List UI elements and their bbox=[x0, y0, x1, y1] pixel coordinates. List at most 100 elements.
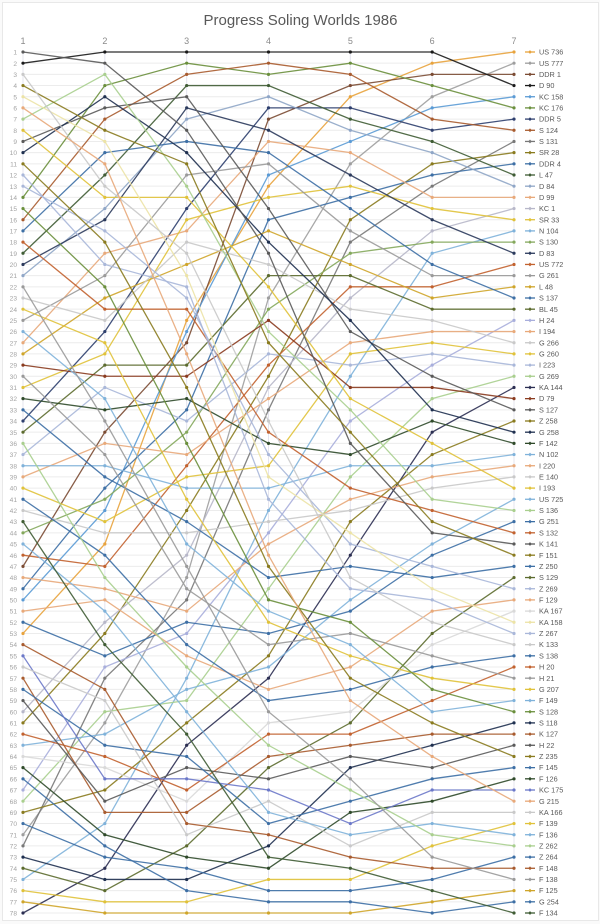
svg-text:S 128: S 128 bbox=[539, 707, 558, 716]
svg-text:48: 48 bbox=[9, 575, 17, 582]
svg-text:DDR 1: DDR 1 bbox=[539, 69, 561, 78]
svg-text:12: 12 bbox=[9, 172, 17, 179]
svg-text:60: 60 bbox=[9, 709, 17, 716]
svg-text:73: 73 bbox=[9, 854, 17, 861]
svg-text:37: 37 bbox=[9, 452, 17, 459]
svg-text:69: 69 bbox=[9, 809, 17, 816]
svg-text:I 194: I 194 bbox=[539, 327, 555, 336]
svg-text:S 131: S 131 bbox=[539, 137, 558, 146]
svg-text:30: 30 bbox=[9, 373, 17, 380]
svg-text:35: 35 bbox=[9, 429, 17, 436]
svg-text:N 104: N 104 bbox=[539, 226, 558, 235]
svg-text:51: 51 bbox=[9, 608, 17, 615]
svg-text:S 129: S 129 bbox=[539, 573, 558, 582]
svg-text:42: 42 bbox=[9, 508, 17, 515]
svg-text:F 151: F 151 bbox=[539, 550, 558, 559]
svg-text:G 251: G 251 bbox=[539, 517, 559, 526]
svg-text:Z 235: Z 235 bbox=[539, 752, 558, 761]
svg-text:72: 72 bbox=[9, 843, 17, 850]
svg-text:F 148: F 148 bbox=[539, 863, 558, 872]
svg-text:74: 74 bbox=[9, 865, 17, 872]
svg-text:G 258: G 258 bbox=[539, 427, 559, 436]
svg-text:KC 158: KC 158 bbox=[539, 92, 563, 101]
svg-text:66: 66 bbox=[9, 776, 17, 783]
svg-text:D 84: D 84 bbox=[539, 181, 554, 190]
svg-text:28: 28 bbox=[9, 351, 17, 358]
svg-text:54: 54 bbox=[9, 642, 17, 649]
svg-text:7: 7 bbox=[13, 116, 17, 123]
svg-text:5: 5 bbox=[13, 94, 17, 101]
svg-text:S 130: S 130 bbox=[539, 237, 558, 246]
svg-text:19: 19 bbox=[9, 250, 17, 257]
svg-text:4: 4 bbox=[265, 36, 270, 46]
svg-text:52: 52 bbox=[9, 619, 17, 626]
svg-text:DDR 4: DDR 4 bbox=[539, 159, 561, 168]
svg-text:15: 15 bbox=[9, 206, 17, 213]
svg-text:16: 16 bbox=[9, 217, 17, 224]
svg-text:78: 78 bbox=[9, 910, 17, 917]
svg-text:18: 18 bbox=[9, 239, 17, 246]
svg-text:L 47: L 47 bbox=[539, 170, 553, 179]
svg-text:49: 49 bbox=[9, 586, 17, 593]
svg-text:I 193: I 193 bbox=[539, 483, 555, 492]
svg-text:F 134: F 134 bbox=[539, 908, 558, 917]
svg-text:75: 75 bbox=[9, 877, 17, 884]
svg-text:33: 33 bbox=[9, 407, 17, 414]
svg-text:K 133: K 133 bbox=[539, 640, 558, 649]
svg-text:76: 76 bbox=[9, 888, 17, 895]
svg-text:Z 267: Z 267 bbox=[539, 629, 558, 638]
svg-text:H 21: H 21 bbox=[539, 673, 554, 682]
svg-text:US 772: US 772 bbox=[539, 260, 563, 269]
svg-text:S 132: S 132 bbox=[539, 528, 558, 537]
svg-text:3: 3 bbox=[13, 71, 17, 78]
svg-text:36: 36 bbox=[9, 440, 17, 447]
svg-text:34: 34 bbox=[9, 418, 17, 425]
svg-text:9: 9 bbox=[13, 139, 17, 146]
svg-text:BL 45: BL 45 bbox=[539, 304, 558, 313]
svg-text:45: 45 bbox=[9, 541, 17, 548]
svg-text:G 266: G 266 bbox=[539, 338, 559, 347]
svg-text:F 136: F 136 bbox=[539, 830, 558, 839]
svg-text:G 269: G 269 bbox=[539, 371, 559, 380]
svg-text:F 125: F 125 bbox=[539, 886, 558, 895]
svg-text:77: 77 bbox=[9, 899, 17, 906]
svg-text:62: 62 bbox=[9, 731, 17, 738]
svg-text:H 22: H 22 bbox=[539, 740, 554, 749]
svg-text:39: 39 bbox=[9, 474, 17, 481]
svg-text:10: 10 bbox=[9, 150, 17, 157]
svg-text:G 254: G 254 bbox=[539, 897, 559, 906]
svg-text:50: 50 bbox=[9, 597, 17, 604]
svg-text:22: 22 bbox=[9, 284, 17, 291]
svg-text:H 24: H 24 bbox=[539, 315, 554, 324]
svg-text:44: 44 bbox=[9, 530, 17, 537]
svg-text:14: 14 bbox=[9, 194, 17, 201]
svg-text:55: 55 bbox=[9, 653, 17, 660]
svg-text:L 48: L 48 bbox=[539, 282, 553, 291]
svg-text:24: 24 bbox=[9, 306, 17, 313]
svg-text:H 20: H 20 bbox=[539, 662, 554, 671]
svg-text:DDR 5: DDR 5 bbox=[539, 114, 561, 123]
svg-text:47: 47 bbox=[9, 563, 17, 570]
svg-text:40: 40 bbox=[9, 485, 17, 492]
svg-text:3: 3 bbox=[184, 36, 189, 46]
svg-text:S 137: S 137 bbox=[539, 293, 558, 302]
svg-text:57: 57 bbox=[9, 675, 17, 682]
svg-text:5: 5 bbox=[347, 36, 352, 46]
svg-text:KC 175: KC 175 bbox=[539, 785, 563, 794]
svg-text:Z 250: Z 250 bbox=[539, 561, 558, 570]
svg-text:G 261: G 261 bbox=[539, 271, 559, 280]
svg-text:F 149: F 149 bbox=[539, 696, 558, 705]
svg-text:Z 264: Z 264 bbox=[539, 852, 558, 861]
svg-text:D 99: D 99 bbox=[539, 192, 554, 201]
svg-text:E 140: E 140 bbox=[539, 472, 558, 481]
svg-text:F 139: F 139 bbox=[539, 819, 558, 828]
svg-text:D 90: D 90 bbox=[539, 81, 554, 90]
svg-text:23: 23 bbox=[9, 295, 17, 302]
svg-text:67: 67 bbox=[9, 787, 17, 794]
svg-text:K 127: K 127 bbox=[539, 729, 558, 738]
svg-text:71: 71 bbox=[9, 832, 17, 839]
svg-text:2: 2 bbox=[102, 36, 107, 46]
svg-text:17: 17 bbox=[9, 228, 17, 235]
svg-text:Z 269: Z 269 bbox=[539, 584, 558, 593]
svg-text:6: 6 bbox=[429, 36, 434, 46]
